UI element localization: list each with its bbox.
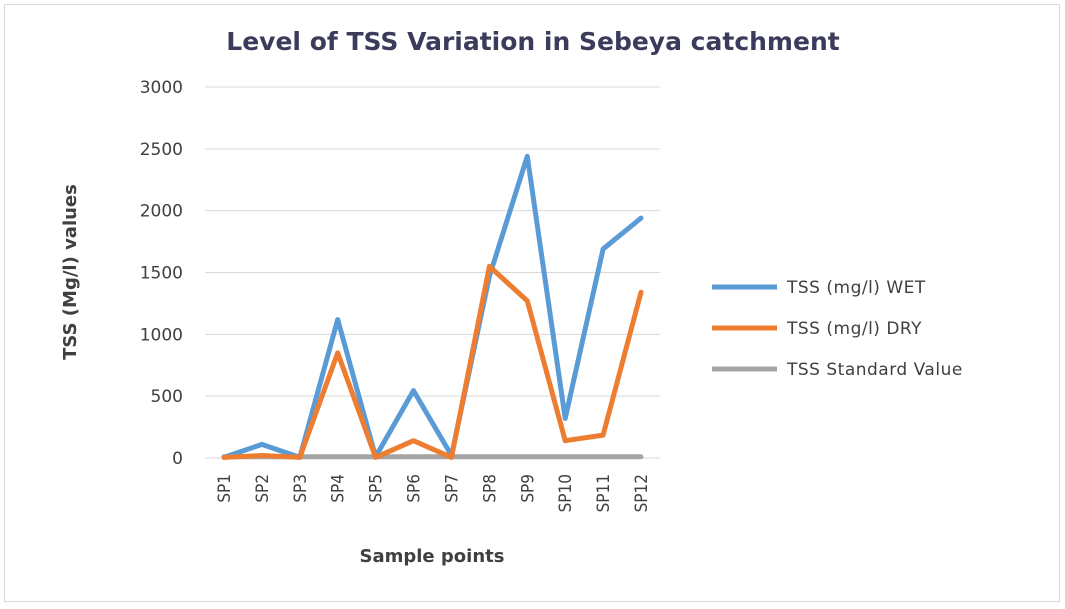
- y-axis-label: TSS (Mg/l) values: [60, 184, 81, 360]
- x-tick-label: SP2: [253, 474, 273, 503]
- y-tick-label: 0: [172, 449, 183, 469]
- legend-label: TSS (mg/l) WET: [786, 278, 926, 298]
- x-tick-label: SP4: [329, 474, 349, 503]
- x-tick-label: SP10: [556, 474, 576, 512]
- x-tick-label: SP3: [291, 474, 311, 503]
- legend-label: TSS (mg/l) DRY: [786, 319, 922, 339]
- y-tick-label: 1000: [140, 325, 183, 345]
- x-tick-label: SP6: [405, 474, 425, 503]
- x-tick-label: SP5: [367, 474, 387, 503]
- x-axis-label: Sample points: [360, 546, 505, 567]
- y-tick-label: 2500: [140, 140, 183, 160]
- x-tick-label: SP8: [480, 474, 500, 503]
- chart-title: Level of TSS Variation in Sebeya catchme…: [226, 27, 839, 56]
- x-tick-labels: SP1 SP2 SP3 SP4 SP5 SP6 SP7 SP8 SP9 SP10 SP11 SP12: [215, 474, 652, 512]
- series-lines: [221, 153, 644, 460]
- y-tick-label: 500: [151, 387, 183, 407]
- gridlines: [205, 86, 660, 459]
- x-tick-label: SP7: [442, 474, 462, 503]
- y-tick-label: 3000: [140, 78, 183, 98]
- y-tick-label: 2000: [140, 202, 183, 222]
- series-line: [221, 263, 644, 460]
- x-tick-label: SP9: [518, 474, 538, 503]
- chart-frame: [4, 4, 1060, 602]
- x-tick-label: SP12: [632, 474, 652, 512]
- x-tick-label: SP1: [215, 474, 235, 503]
- y-tick-labels: 0 500 1000 1500 2000 2500 3000: [140, 78, 183, 469]
- legend: TSS (mg/l) WET TSS (mg/l) DRY TSS Standard…: [712, 278, 963, 380]
- x-tick-label: SP11: [594, 474, 614, 512]
- legend-label: TSS Standard Value: [786, 360, 963, 380]
- series-line: [221, 153, 644, 460]
- y-tick-label: 1500: [140, 264, 183, 284]
